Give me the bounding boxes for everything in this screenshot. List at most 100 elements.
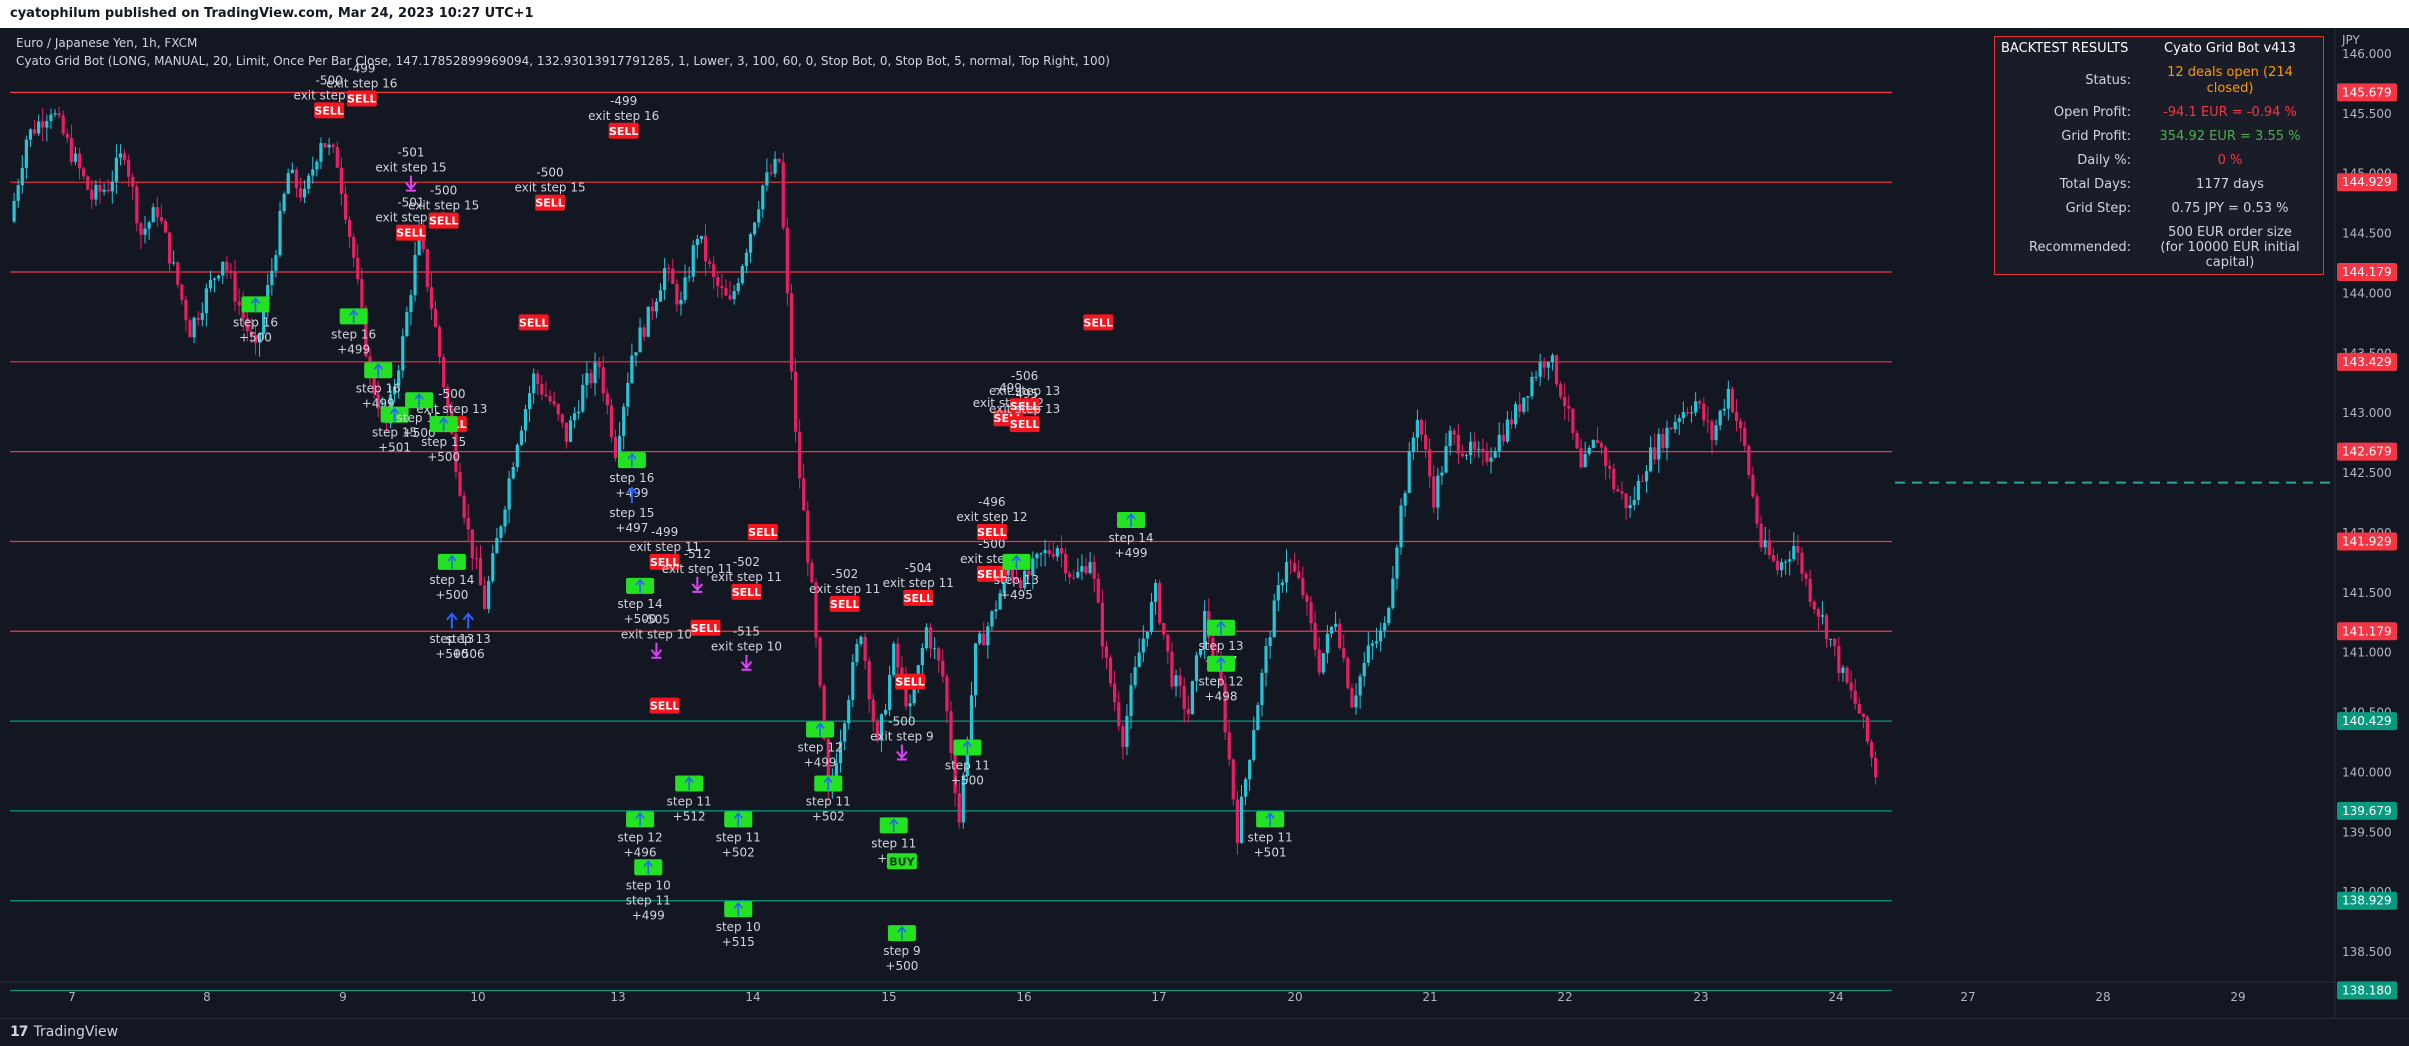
trade-label-text: +500 bbox=[435, 647, 468, 661]
price-level-tag-label: 145.679 bbox=[2342, 85, 2392, 99]
buy-arrow-icon bbox=[889, 818, 899, 833]
candle-body bbox=[806, 510, 810, 563]
sell-badge bbox=[976, 565, 1007, 582]
indicator-legend[interactable]: Cyato Grid Bot (LONG, MANUAL, 20, Limit,… bbox=[16, 54, 1110, 68]
candle-body bbox=[217, 275, 221, 279]
price-level-tag bbox=[2337, 801, 2397, 820]
backtest-title: BACKTEST RESULTS bbox=[2001, 41, 2129, 56]
candle-body bbox=[167, 232, 172, 264]
price-level-tag bbox=[2337, 532, 2397, 551]
candle-body bbox=[773, 158, 777, 174]
y-tick-label: 144.000 bbox=[2342, 286, 2392, 300]
candle-body bbox=[1342, 648, 1346, 659]
candle-body bbox=[716, 277, 720, 287]
price-level-tag bbox=[2337, 173, 2397, 192]
price-level-tag bbox=[2337, 442, 2397, 461]
candle-body bbox=[732, 291, 736, 300]
backtest-key: Open Profit: bbox=[2053, 105, 2131, 120]
candle-body bbox=[1468, 441, 1473, 456]
candle-body bbox=[1763, 540, 1767, 548]
trade-label-text: +500 bbox=[403, 426, 436, 440]
publisher-text: cyatophilum published on TradingView.com… bbox=[10, 6, 534, 21]
badge-text: SELL bbox=[1084, 316, 1113, 329]
backtest-value: 0.75 JPY = 0.53 % bbox=[2171, 201, 2289, 216]
candle-body bbox=[1104, 646, 1109, 658]
candle-body bbox=[540, 384, 544, 395]
candle-body bbox=[163, 221, 168, 233]
candle-body bbox=[1497, 434, 1501, 452]
candle-body bbox=[1219, 661, 1223, 684]
candle-body bbox=[1608, 466, 1612, 469]
candle-body bbox=[1481, 448, 1485, 452]
trade-label-text: exit step 10 bbox=[711, 640, 782, 654]
buy-arrow-icon bbox=[823, 776, 833, 791]
trade-label-text: -506 bbox=[1011, 369, 1038, 383]
candle-body bbox=[826, 739, 830, 789]
trade-label-text: exit step 13 bbox=[416, 402, 487, 416]
trade-label-text: +501 bbox=[378, 441, 411, 455]
candle-body bbox=[1088, 562, 1092, 574]
buy-trade-marker: step 15+500 bbox=[421, 416, 466, 464]
sell-badge bbox=[649, 697, 680, 714]
candle-body bbox=[1673, 421, 1677, 430]
candle-body bbox=[802, 478, 806, 511]
candle-body bbox=[724, 288, 728, 296]
candle-body bbox=[1800, 552, 1804, 574]
tradingview-logo[interactable]: 17 TradingView bbox=[10, 1024, 118, 1040]
candle-body bbox=[1767, 540, 1771, 556]
candle-body bbox=[446, 387, 450, 409]
candle-body bbox=[838, 741, 843, 764]
buy-arrow-icon bbox=[627, 452, 637, 468]
candle-body bbox=[1133, 667, 1137, 686]
candle-body bbox=[192, 317, 196, 338]
candle-body bbox=[1113, 683, 1117, 703]
candle-body bbox=[1313, 623, 1317, 650]
candle-body bbox=[1702, 403, 1706, 421]
candle-body bbox=[892, 643, 896, 675]
candle-body bbox=[1428, 449, 1432, 477]
candle-body bbox=[626, 382, 630, 407]
symbol-legend[interactable]: Euro / Japanese Yen, 1h, FXCM bbox=[16, 36, 198, 50]
x-tick-label: 17 bbox=[1151, 990, 1166, 1004]
buy-arrow-icon bbox=[815, 722, 825, 737]
candle-body bbox=[1194, 655, 1199, 682]
buy-arrow-icon bbox=[389, 407, 400, 422]
candle-body bbox=[1419, 419, 1424, 435]
candle-body bbox=[1538, 362, 1542, 377]
candle-body bbox=[622, 406, 626, 436]
candle-body bbox=[1771, 555, 1775, 561]
trade-label-text: exit step 16 bbox=[588, 109, 659, 123]
x-tick-label: 28 bbox=[2095, 990, 2110, 1004]
trade-label-text: step 13 bbox=[446, 632, 491, 646]
candle-body bbox=[180, 284, 184, 300]
trade-label-text: step 15 bbox=[372, 426, 417, 440]
candle-body bbox=[1669, 427, 1673, 430]
candle-body bbox=[769, 172, 773, 174]
candle-body bbox=[933, 648, 937, 650]
trade-label-text: -500 bbox=[888, 715, 915, 729]
backtest-value: 0 % bbox=[2217, 153, 2243, 168]
candle-body bbox=[1325, 633, 1329, 654]
candle-body bbox=[335, 147, 339, 168]
y-tick-label: 141.500 bbox=[2342, 586, 2392, 600]
candle-body bbox=[1256, 705, 1260, 731]
candle-body bbox=[401, 336, 405, 371]
trade-label-text: exit step 15 bbox=[408, 199, 479, 213]
candle-body bbox=[667, 268, 671, 270]
candle-body bbox=[1370, 643, 1375, 646]
y-tick-label: 140.000 bbox=[2342, 765, 2392, 779]
candle-body bbox=[597, 362, 601, 368]
candle-body bbox=[712, 263, 716, 278]
backtest-row: Grid Profit: 354.92 EUR = 3.55 % bbox=[1995, 125, 2324, 149]
price-level-tag-label: 141.929 bbox=[2342, 534, 2392, 548]
candle-body bbox=[41, 121, 45, 128]
candle-body bbox=[1751, 474, 1755, 497]
candle-body bbox=[372, 372, 376, 395]
candle-body bbox=[536, 373, 540, 385]
x-tick-label: 20 bbox=[1287, 990, 1302, 1004]
candle-body bbox=[1448, 430, 1452, 447]
candle-body bbox=[740, 266, 744, 284]
